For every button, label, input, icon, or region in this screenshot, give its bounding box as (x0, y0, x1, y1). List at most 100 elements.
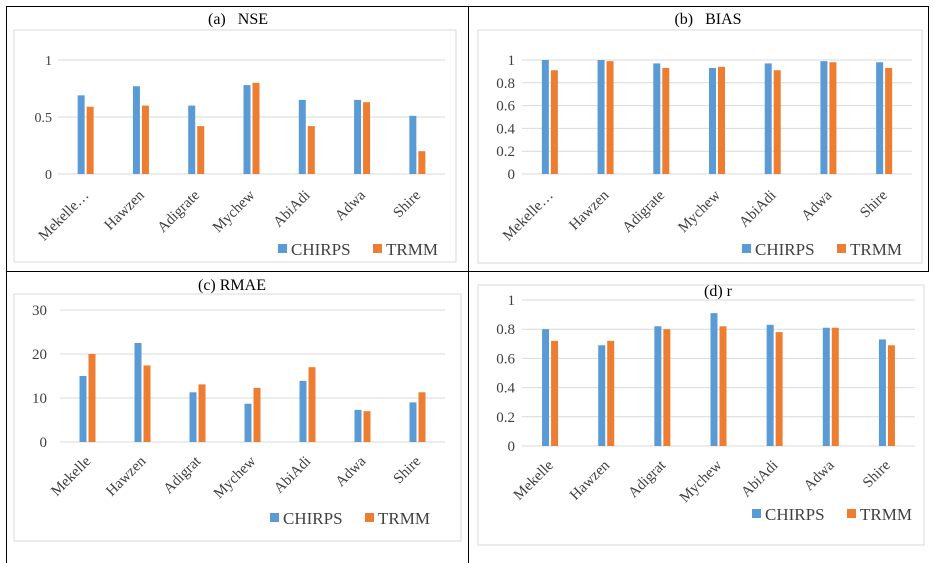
category-label: AbiAdi (271, 454, 314, 497)
bar-chirps-mychew (709, 67, 716, 174)
category-label: Adwa (332, 187, 369, 224)
category-label: Shire (391, 453, 425, 487)
bar-trmm-mychew (719, 326, 727, 446)
category-label: AbiAdi (270, 188, 313, 231)
bar-chirps-mekelle (77, 95, 85, 174)
chart-1: (b) BIAS 0 0.2 0.4 0.6 0.8 1 Mekelle… Hawzen Adig… (496, 11, 912, 259)
legend-swatch-chirps (742, 244, 751, 253)
chart-title: (d) r (704, 283, 733, 300)
bar-chirps-mekelle (79, 376, 87, 442)
bar-trmm-hawzen (143, 365, 151, 442)
bar-trmm-adwa (829, 62, 837, 174)
category-label: Adwa (801, 457, 838, 494)
category-label: Mychew (677, 457, 726, 506)
legend-label-chirps: CHIRPS (755, 240, 815, 259)
bar-chirps-shire (409, 402, 417, 442)
bar-chirps-shire (878, 339, 886, 446)
category-label: Hawzen (566, 187, 612, 233)
legend-swatch-trmm (847, 509, 856, 518)
plot-frame (477, 29, 923, 264)
category-label: Mychew (210, 187, 259, 236)
chart-2: (c) RMAE 0 10 20 30 Mekelle Hawzen Adigrat Myche… (32, 277, 445, 528)
bar-chirps-adwa (822, 327, 830, 446)
y-tick-label: 0.2 (496, 144, 515, 160)
legend-swatch-trmm (373, 244, 382, 253)
y-tick-label: 0.4 (496, 381, 515, 397)
legend-swatch-trmm (365, 513, 374, 522)
category-label: Hawzen (567, 457, 613, 503)
y-tick-label: 0 (45, 168, 52, 183)
bar-trmm-shire (887, 345, 895, 446)
legend-label-trmm: TRMM (860, 505, 912, 524)
bar-trmm-mekelle (551, 340, 559, 446)
panel-b-border (468, 6, 929, 272)
legend-label-trmm: TRMM (378, 509, 430, 528)
category-label: Adigrate (620, 187, 669, 236)
y-tick-label: 30 (32, 303, 47, 319)
y-tick-label: 0.6 (496, 99, 515, 115)
bar-trmm-mekelle (550, 70, 558, 174)
bar-chirps-hawzen (134, 343, 142, 442)
bar-chirps-adwa (820, 61, 828, 174)
category-label: Adigrate (155, 187, 204, 236)
y-tick-label: 0.4 (496, 121, 515, 137)
category-label: Mekelle… (36, 188, 93, 245)
bar-chirps-abiadi (766, 324, 774, 446)
bar-trmm-shire (418, 392, 426, 442)
legend-label-chirps: CHIRPS (283, 509, 343, 528)
legend-swatch-chirps (270, 513, 279, 522)
bar-chirps-adigrat (189, 392, 197, 442)
bar-trmm-mychew (718, 66, 725, 174)
bar-chirps-mekelle (542, 329, 550, 446)
category-label: Adigrat (161, 453, 205, 497)
y-tick-label: 20 (32, 347, 47, 363)
bar-chirps-adwa (354, 409, 362, 442)
bar-chirps-mychew (244, 403, 252, 442)
legend-swatch-chirps (752, 509, 761, 518)
chart-3: (d) r 0 0.2 0.4 0.6 0.8 1 Mekelle Hawzen Adigrat M… (496, 283, 915, 524)
bar-trmm-mekelle (88, 354, 96, 442)
y-tick-label: 0 (508, 167, 516, 183)
bar-trmm-abiadi (773, 70, 781, 174)
bar-trmm-mychew (252, 82, 260, 174)
y-tick-label: 1 (508, 293, 516, 309)
bar-chirps-abiadi (298, 99, 306, 174)
legend-label-trmm: TRMM (386, 240, 438, 259)
bar-chirps-hawzen (597, 60, 605, 174)
legend-label-chirps: CHIRPS (291, 240, 351, 259)
category-label: Hawzen (102, 187, 148, 233)
category-label: Hawzen (103, 453, 149, 499)
category-label: Shire (860, 457, 894, 491)
category-label: Shire (857, 187, 891, 221)
bar-chirps-adigrate (653, 63, 661, 174)
bar-trmm-shire (885, 67, 893, 174)
bar-trmm-hawzen (606, 61, 614, 174)
category-label: Mekelle… (500, 188, 557, 245)
bar-chirps-abiadi (299, 380, 307, 442)
category-label: Mekelle (511, 457, 557, 503)
bar-trmm-hawzen (607, 340, 615, 446)
plot-frame (477, 284, 925, 546)
y-tick-label: 0 (40, 435, 48, 451)
bar-chirps-mychew (243, 85, 251, 174)
chart-title: (c) RMAE (198, 277, 266, 294)
bar-trmm-abiadi (308, 367, 316, 442)
category-label: Mychew (675, 187, 724, 236)
bar-trmm-shire (418, 151, 426, 174)
bar-chirps-shire (876, 62, 884, 174)
bar-chirps-mekelle (541, 60, 549, 174)
y-tick-label: 0.2 (496, 410, 515, 426)
y-tick-label: 0.6 (496, 351, 515, 367)
plot-frame (13, 293, 462, 542)
bar-chirps-adigrate (188, 105, 196, 174)
bar-trmm-adigrate (662, 67, 670, 174)
bar-trmm-abiadi (775, 332, 783, 446)
category-label: AbiAdi (738, 458, 781, 501)
bar-trmm-mychew (253, 387, 261, 442)
legend-swatch-trmm (837, 244, 846, 253)
chart-title: (b) BIAS (674, 11, 741, 28)
panel-c-border (6, 271, 469, 563)
bar-trmm-adwa (831, 327, 839, 446)
